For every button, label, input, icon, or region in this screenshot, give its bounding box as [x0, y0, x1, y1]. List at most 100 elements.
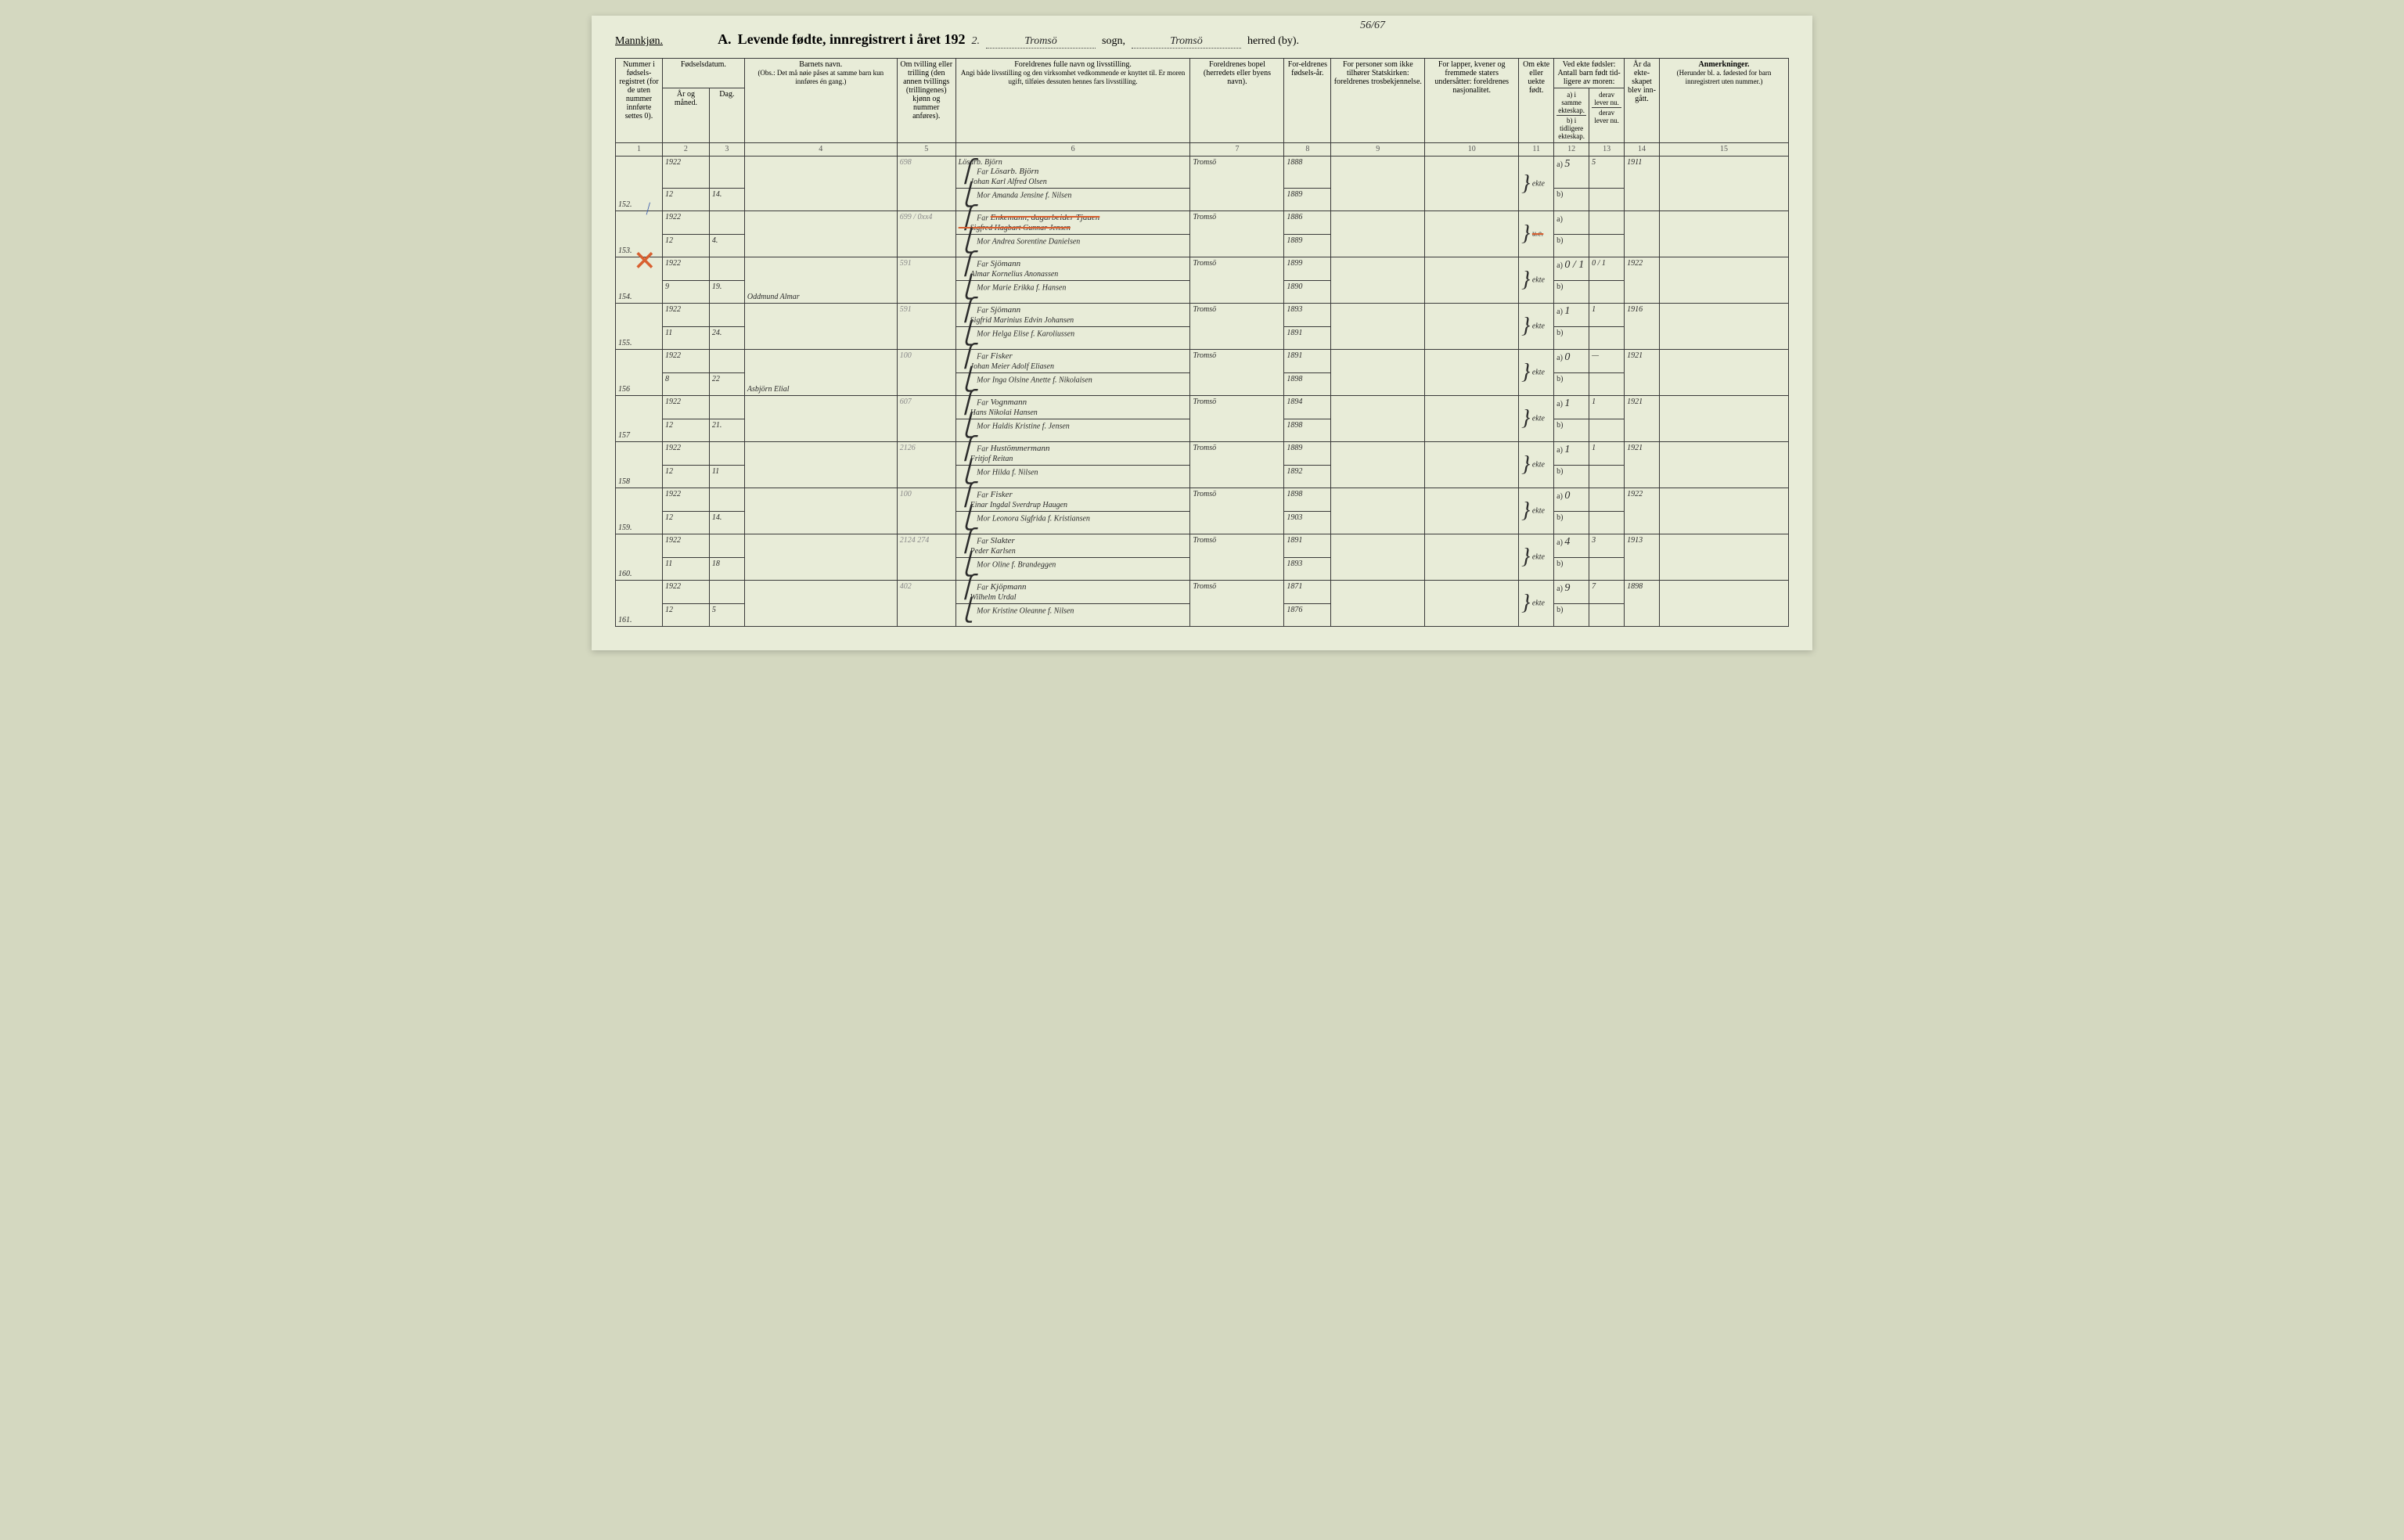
mor-year: 1892 — [1284, 466, 1331, 488]
colnum: 11 — [1519, 143, 1554, 157]
far-cell: ⎧ Far Vognmann Hans Nikolai Hansen — [955, 396, 1190, 419]
nasj — [1425, 257, 1519, 304]
col-5-header: Om tvilling eller trilling (den annen tv… — [897, 59, 955, 143]
col-8-header: For-eldrenes fødsels-år. — [1284, 59, 1331, 143]
b-cell: b) — [1554, 419, 1589, 442]
b2-cell — [1589, 604, 1625, 627]
twin-col: 699 / 0xx4 — [897, 211, 955, 257]
mor-year: 1898 — [1284, 419, 1331, 442]
bopel: Tromsö — [1190, 350, 1284, 396]
ekte: } ekte — [1519, 157, 1554, 211]
far-year: 1871 — [1284, 581, 1331, 604]
year-cell: 1922 — [662, 442, 709, 466]
twin-col: 698 — [897, 157, 955, 211]
far-cell: ⎧ Far Fisker Einar Ingdal Sverdrup Hauge… — [955, 488, 1190, 512]
mor-cell: ⎩ Mor Leonora Sigfrida f. Kristiansen — [955, 512, 1190, 534]
a-cell: a) 1 — [1554, 304, 1589, 327]
entry-number: 158 — [616, 442, 663, 488]
ekte: } ekte — [1519, 257, 1554, 304]
child-name — [744, 304, 897, 350]
bopel: Tromsö — [1190, 257, 1284, 304]
table-row: 160.19222124 274⎧ Far Slakter Peder Karl… — [616, 534, 1789, 558]
yr14: 1921 — [1625, 396, 1660, 442]
day-cell — [709, 157, 744, 189]
column-number-row: 1 2 3 4 5 6 7 8 9 10 11 12 13 14 15 — [616, 143, 1789, 157]
entry-number: 157 — [616, 396, 663, 442]
month-cell: 12 — [662, 189, 709, 211]
colnum: 13 — [1589, 143, 1625, 157]
b2-cell — [1589, 189, 1625, 211]
far-year: 1888 — [1284, 157, 1331, 189]
entry-number: 156 — [616, 350, 663, 396]
entry-number: 160. — [616, 534, 663, 581]
day-cell — [709, 304, 744, 327]
ledger-table: Nummer i fødsels-registret (for de uten … — [615, 58, 1789, 627]
far-cell: ⎧ Far Sjömann Sigfrid Marinius Edvin Joh… — [955, 304, 1190, 327]
nasj — [1425, 350, 1519, 396]
a2-cell: 5 — [1589, 157, 1625, 189]
col-10-header: For lapper, kvener og fremmede staters u… — [1425, 59, 1519, 143]
col-2a-header: År og måned. — [662, 88, 709, 143]
month-cell: 11 — [662, 327, 709, 350]
col-13-header: derav lever nu. derav lever nu. — [1589, 88, 1625, 143]
month-cell: 12 — [662, 235, 709, 257]
colnum: 5 — [897, 143, 955, 157]
colnum: 12 — [1554, 143, 1589, 157]
mor-cell: ⎩ Mor Amanda Jensine f. Nilsen — [955, 189, 1190, 211]
b-cell: b) — [1554, 281, 1589, 304]
col-4-header: Barnets navn. (Obs.: Det må nøie påses a… — [744, 59, 897, 143]
table-row: 155.1922591⎧ Far Sjömann Sigfrid Mariniu… — [616, 304, 1789, 327]
bopel: Tromsö — [1190, 442, 1284, 488]
remarks — [1660, 396, 1789, 442]
b2-cell — [1589, 235, 1625, 257]
a2-cell — [1589, 211, 1625, 235]
yr14 — [1625, 211, 1660, 257]
b2-cell — [1589, 281, 1625, 304]
gender-label: Mannkjøn. — [615, 35, 663, 48]
month-cell: 11 — [662, 558, 709, 581]
far-cell: ⎧ Far Hustömmermann Fritjof Reitan — [955, 442, 1190, 466]
page-annotation: 56/67 — [1360, 20, 1385, 32]
day-cell: 21. — [709, 419, 744, 442]
a2-cell — [1589, 488, 1625, 512]
colnum: 7 — [1190, 143, 1284, 157]
nasj — [1425, 442, 1519, 488]
yr14: 1911 — [1625, 157, 1660, 211]
b2-cell — [1589, 466, 1625, 488]
table-row: ×153.1922699 / 0xx4⎧ Far Enkemann, dagar… — [616, 211, 1789, 235]
col-15-header: Anmerkninger. (Herunder bl. a. fødested … — [1660, 59, 1789, 143]
remarks — [1660, 534, 1789, 581]
nasj — [1425, 211, 1519, 257]
tros — [1331, 211, 1425, 257]
nasj — [1425, 157, 1519, 211]
remarks — [1660, 442, 1789, 488]
table-row: 154.1922Oddmund Almar591⎧ Far Sjömann Al… — [616, 257, 1789, 281]
mor-year: 1898 — [1284, 373, 1331, 396]
a2-cell: 1 — [1589, 396, 1625, 419]
col-4-title: Barnets navn. — [799, 60, 842, 69]
herred-value: Tromsö — [1132, 35, 1241, 49]
colnum: 1 — [616, 143, 663, 157]
colnum: 4 — [744, 143, 897, 157]
a-cell: a) 4 — [1554, 534, 1589, 558]
twin-col: 100 — [897, 488, 955, 534]
year-cell: 1922 — [662, 396, 709, 419]
far-year: 1891 — [1284, 534, 1331, 558]
a-cell: a) 9 — [1554, 581, 1589, 604]
month-cell: 12 — [662, 512, 709, 534]
tros — [1331, 304, 1425, 350]
year-cell: 1922 — [662, 304, 709, 327]
twin-col: 591 — [897, 257, 955, 304]
day-cell: 5 — [709, 604, 744, 627]
col-6-header: Foreldrenes fulle navn og livsstilling. … — [955, 59, 1190, 143]
b-cell: b) — [1554, 235, 1589, 257]
a-cell: a) 0 / 1 — [1554, 257, 1589, 281]
far-year: 1889 — [1284, 442, 1331, 466]
ledger-page: 56/67 Mannkjøn. A. Levende fødte, innreg… — [592, 16, 1812, 650]
entry-number: 155. — [616, 304, 663, 350]
remarks — [1660, 211, 1789, 257]
far-cell: ⎧ Far Slakter Peder Karlsen — [955, 534, 1190, 558]
col-2-header: Fødselsdatum. — [662, 59, 744, 88]
bopel: Tromsö — [1190, 304, 1284, 350]
a2-cell: 1 — [1589, 442, 1625, 466]
